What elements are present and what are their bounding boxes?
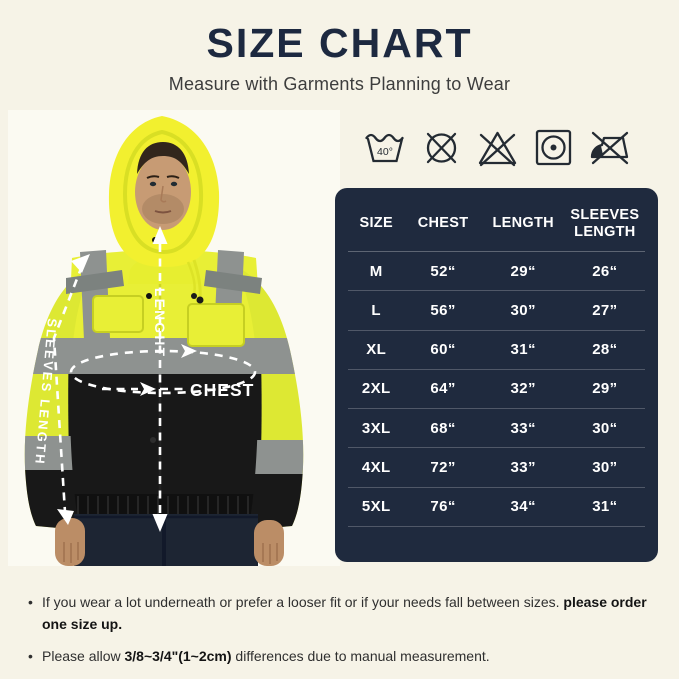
measurement-value: 68“ (430, 419, 456, 437)
do-not-dry-clean-icon (426, 132, 457, 164)
jeans (74, 514, 258, 566)
sleeves-arrow-down-icon (57, 509, 74, 525)
measurement-value: 34“ (510, 498, 536, 516)
jacket (24, 242, 304, 530)
size-label: 5XL (361, 498, 391, 516)
notes-list: • If you wear a lot underneath or prefer … (28, 592, 650, 679)
size-table-header: SIZE CHEST LENGTH SLEEVES LENGTH (348, 188, 645, 252)
column-header-size: SIZE (359, 215, 393, 232)
table-row: XL 60“ 31“ 28“ (348, 331, 645, 370)
note-item: • If you wear a lot underneath or prefer … (28, 592, 650, 635)
table-row: 3XL 68“ 33“ 30“ (348, 409, 645, 449)
column-header-sleeves-length: SLEEVES LENGTH (570, 206, 640, 240)
chest-pocket-right (187, 303, 245, 347)
table-row: L 56” 30” 27” (348, 291, 645, 331)
chest-arrow-icon (181, 344, 197, 358)
measurement-value: 60“ (430, 341, 456, 359)
measurement-value: 56” (430, 301, 456, 319)
size-label: M (369, 262, 383, 280)
length-arrow-up-icon (152, 226, 168, 244)
measurement-value: 28“ (592, 341, 618, 359)
measurement-value: 27” (592, 301, 618, 319)
measurement-value: 29“ (510, 262, 536, 280)
measurement-value: 33“ (510, 419, 536, 437)
note-item: • Please allow 3/8~3/4"(1~2cm) difference… (28, 646, 650, 668)
machine-wash-40-icon: 40° (365, 133, 404, 163)
table-row: 5XL 76“ 34“ 31“ (348, 488, 645, 527)
table-row: 4XL 72” 33” 30” (348, 448, 645, 488)
wash-temp-label: 40° (377, 146, 393, 158)
size-label: 3XL (361, 419, 391, 437)
column-header-chest: CHEST (417, 215, 469, 232)
measurement-value: 30“ (592, 419, 618, 437)
measurement-value: 31“ (510, 341, 536, 359)
care-icons-row: 40° (362, 124, 632, 169)
face (135, 142, 191, 230)
measurement-value: 33” (510, 459, 536, 477)
size-label: 4XL (361, 459, 391, 477)
sleeves-measure-line (52, 265, 84, 513)
hands (55, 518, 284, 566)
bullet-icon: • (28, 648, 33, 665)
chest-pocket-left (92, 295, 144, 333)
chest-arrow-icon (140, 382, 156, 396)
measurement-value: 64” (430, 380, 456, 398)
length-arrow-down-icon (152, 514, 168, 532)
header: SIZE CHART Measure with Garments Plannin… (0, 20, 679, 95)
note-text: Please allow 3/8~3/4"(1~2cm) differences… (42, 648, 490, 665)
model-photo: LENGHT CHEST SLEEVES LENGTH (8, 110, 340, 566)
column-header-length: LENGTH (492, 215, 554, 232)
note-text: If you wear a lot underneath or prefer a… (42, 594, 647, 632)
measurement-value: 30” (592, 459, 618, 477)
eye (149, 181, 157, 187)
size-label: L (371, 301, 381, 319)
measurement-value: 30” (510, 301, 536, 319)
size-label: XL (366, 341, 387, 359)
size-label: 2XL (361, 380, 391, 398)
do-not-bleach-icon (478, 131, 517, 167)
tumble-dry-icon (535, 129, 572, 166)
chest-annotation-label: CHEST (190, 380, 254, 400)
snap-button (146, 293, 152, 299)
hood-drawcord (192, 259, 202, 299)
measurement-value: 72” (430, 459, 456, 477)
size-table: SIZE CHEST LENGTH SLEEVES LENGTH M 52“ 29“… (335, 188, 658, 562)
measurement-value: 76“ (430, 498, 456, 516)
page-title: SIZE CHART (206, 20, 473, 66)
measurement-value: 26“ (592, 262, 618, 280)
eye (170, 181, 178, 187)
measurement-arrows (57, 226, 197, 532)
hair (137, 142, 189, 174)
chest-measure-ellipse (69, 349, 257, 395)
measurement-value: 52“ (430, 262, 456, 280)
size-table-body: M 52“ 29“ 26“ L 56” 30” 27” XL 60“ 31“ 28“ 2XL 64” 32”… (348, 252, 645, 527)
jacket-black-lower (68, 374, 262, 514)
sleeves-arrow-up-icon (71, 254, 90, 273)
table-row: 2XL 64” 32” 29” (348, 370, 645, 410)
bullet-icon: • (28, 594, 33, 610)
measurement-value: 32” (510, 380, 536, 398)
measurement-annotations (52, 244, 257, 514)
snap-button (150, 437, 156, 443)
page-subtitle: Measure with Garments Planning to Wear (168, 74, 511, 95)
table-row: M 52“ 29“ 26“ (348, 252, 645, 292)
do-not-iron-icon (590, 131, 629, 165)
measurement-value: 31“ (592, 498, 618, 516)
measurement-value: 29” (592, 380, 618, 398)
jacket-hem-band (68, 494, 262, 514)
length-annotation-label: LENGHT (152, 288, 167, 359)
